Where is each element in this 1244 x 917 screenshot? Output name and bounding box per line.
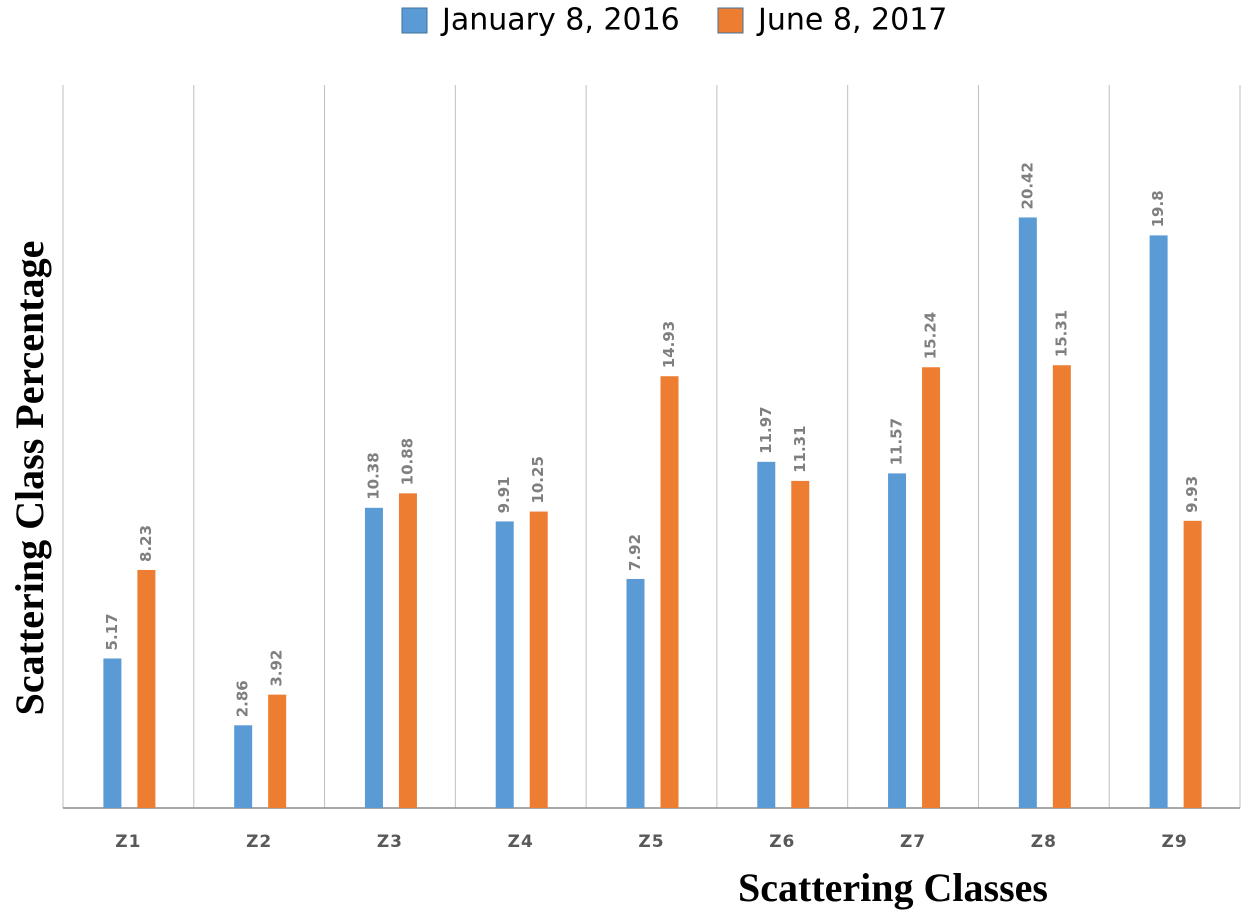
bar [268,694,287,808]
bar [791,480,810,808]
value-label: 2.86 [234,680,252,717]
legend-swatch [717,7,744,34]
bar [234,725,253,808]
bar [922,367,941,808]
value-label: 11.97 [757,406,775,453]
bar [1183,520,1202,808]
value-label: 15.24 [922,312,940,359]
bar [529,511,548,808]
value-label: 10.25 [529,456,547,503]
value-label: 3.92 [268,650,286,687]
x-tick-label: Z8 [1031,832,1057,852]
bar [137,569,156,808]
value-label: 10.88 [398,438,416,485]
value-label: 9.93 [1183,476,1201,513]
x-tick-label: Z7 [900,832,926,852]
value-label: 11.57 [888,418,906,465]
value-label: 11.31 [791,425,809,472]
bar [626,578,645,808]
value-label: 5.17 [103,613,121,650]
y-axis-title: Scattering Class Percentage [7,241,52,716]
x-tick-label: Z1 [115,832,141,852]
value-label: 7.92 [626,534,644,571]
bar [1052,365,1071,808]
bar [398,493,417,808]
x-tick-label: Z9 [1162,832,1188,852]
bar [757,461,776,808]
legend-swatch [401,7,428,34]
legend-label: June 8, 2017 [756,3,947,38]
value-label: 8.23 [137,525,155,562]
bar [660,376,679,808]
bar [888,473,907,808]
bar [1018,217,1037,808]
value-label: 15.31 [1052,310,1070,357]
x-tick-label: Z3 [377,832,403,852]
legend-label: January 8, 2016 [440,3,680,38]
x-tick-label: Z5 [638,832,664,852]
value-label: 10.38 [364,452,382,499]
x-tick-label: Z6 [769,832,795,852]
bar [495,521,514,808]
value-label: 20.42 [1018,162,1036,209]
bar [103,658,122,808]
x-tick-label: Z4 [508,832,534,852]
x-axis-title: Scattering Classes [738,865,1048,910]
bar [1149,235,1168,808]
x-tick-label: Z2 [246,832,272,852]
bar [364,507,383,808]
value-label: 9.91 [495,476,513,513]
value-label: 19.8 [1149,190,1167,227]
value-label: 14.93 [660,321,678,368]
